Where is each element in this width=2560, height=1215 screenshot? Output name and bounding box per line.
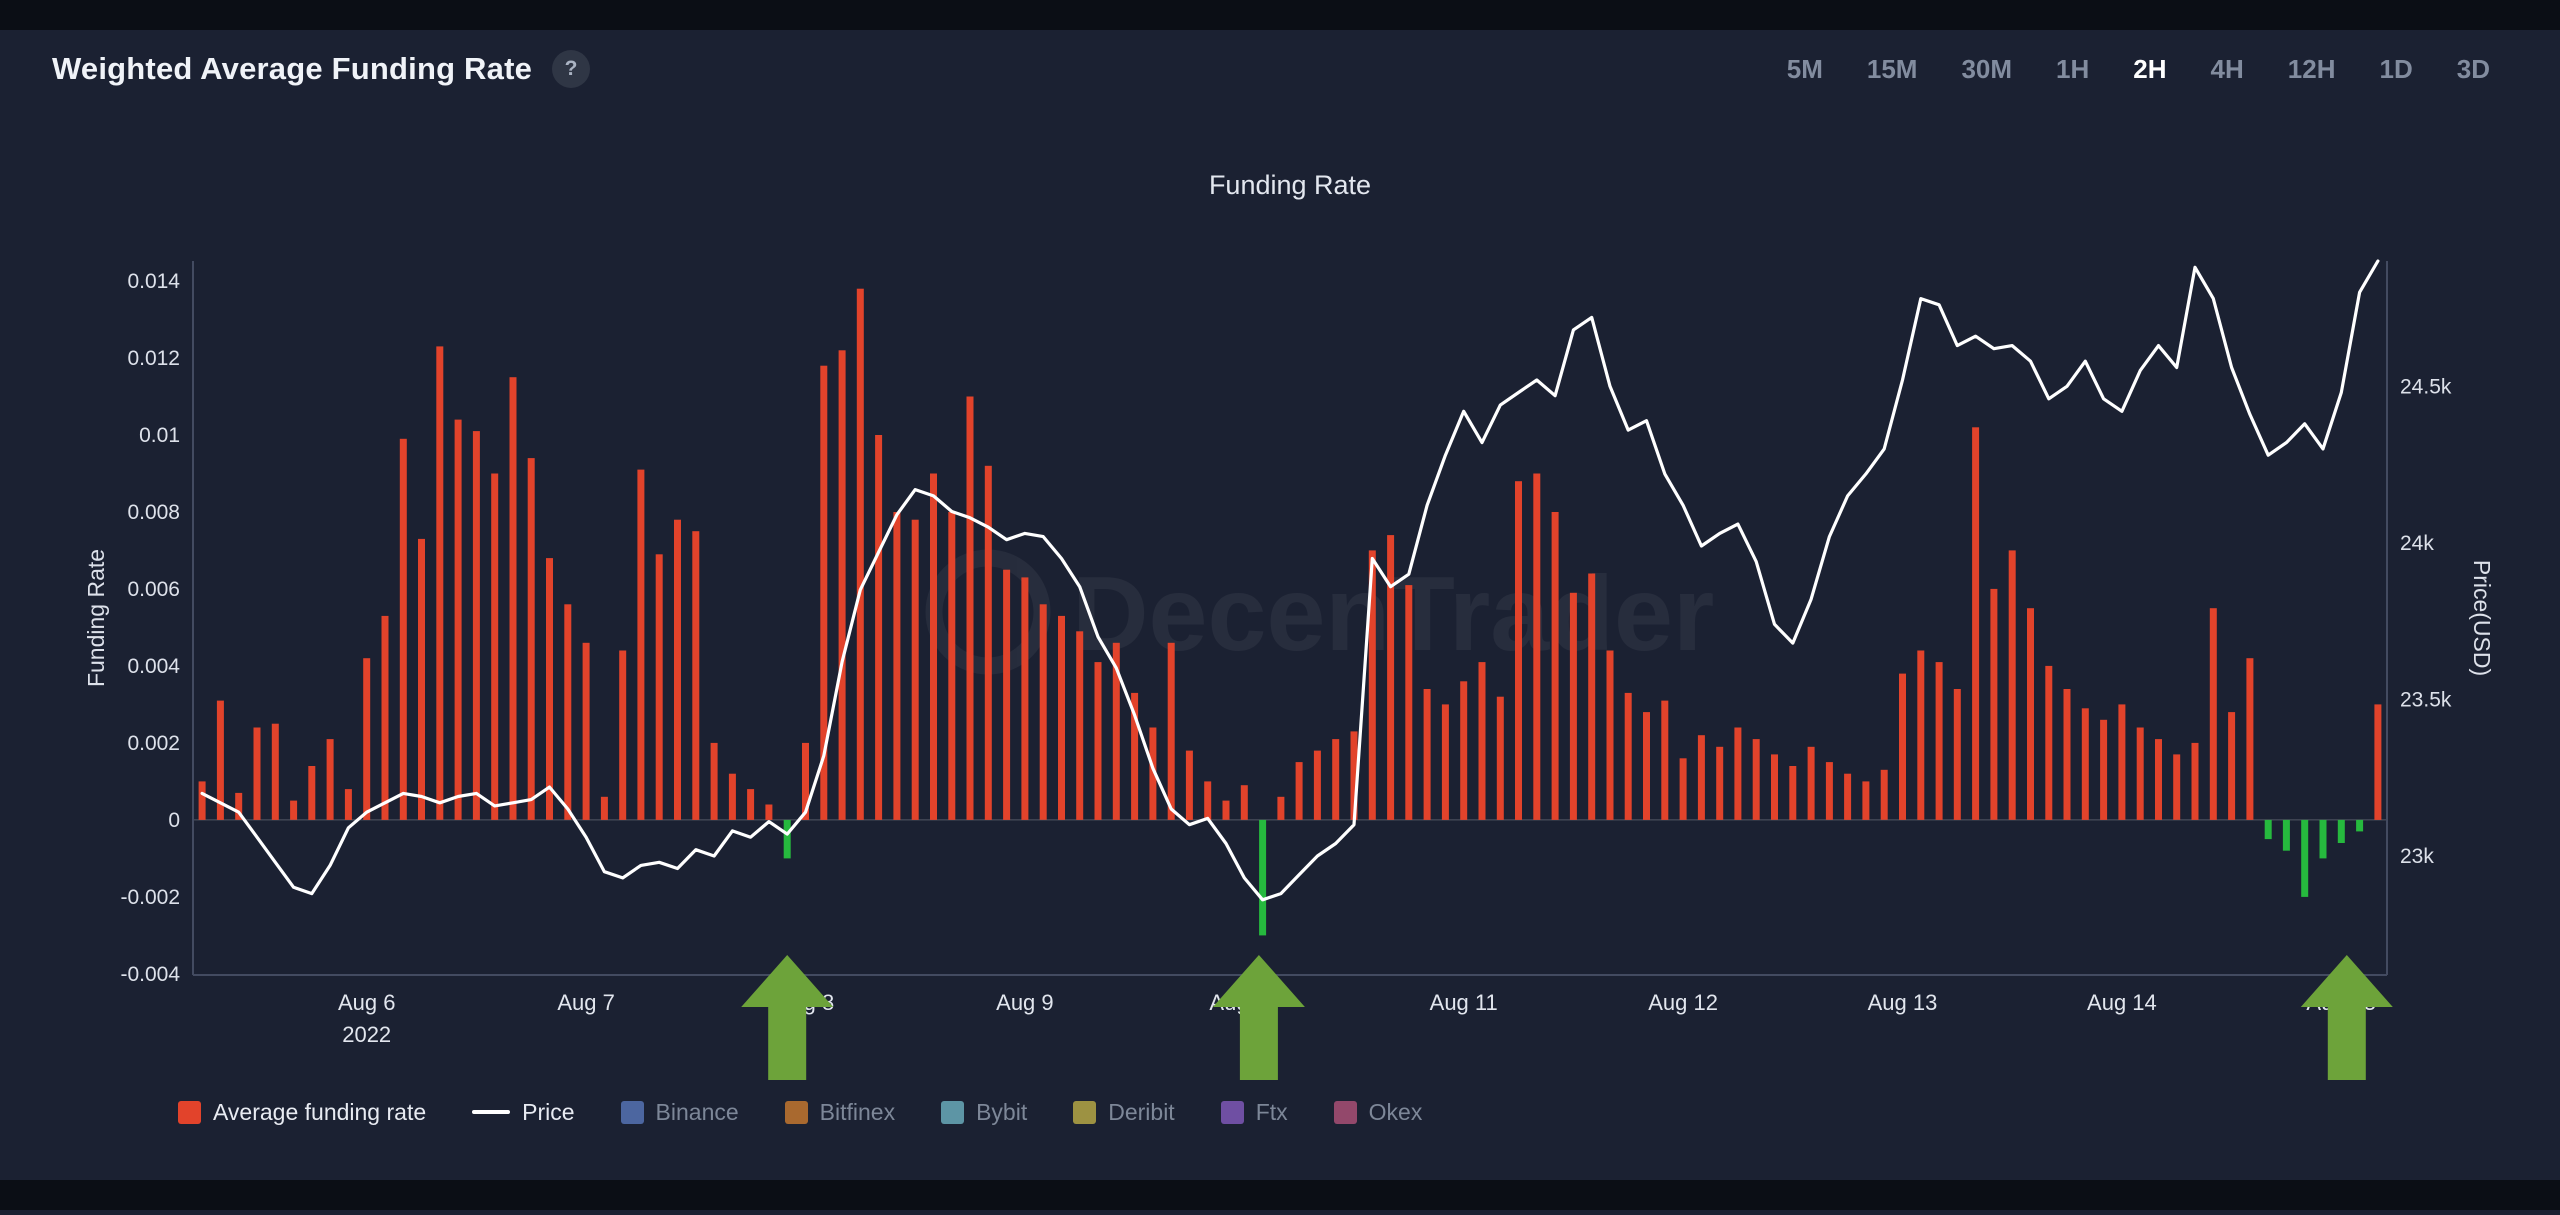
chart-title: Funding Rate bbox=[1208, 170, 1372, 200]
up-arrow-icon bbox=[2300, 955, 2393, 1080]
timeframe-1h[interactable]: 1H bbox=[2056, 53, 2090, 84]
series-color-swatch bbox=[178, 1100, 201, 1124]
timeframe-4h[interactable]: 4H bbox=[2210, 53, 2244, 84]
left-axis-title: Funding Rate bbox=[83, 549, 109, 687]
svg-text:0.004: 0.004 bbox=[127, 655, 180, 678]
svg-text:0.002: 0.002 bbox=[127, 732, 180, 755]
legend-label: Bitfinex bbox=[819, 1098, 896, 1125]
svg-text:Aug 9: Aug 9 bbox=[996, 990, 1054, 1015]
series-color-swatch bbox=[1333, 1100, 1357, 1124]
svg-text:2022: 2022 bbox=[342, 1022, 391, 1047]
legend-item-deribit[interactable]: Deribit bbox=[1073, 1098, 1175, 1126]
legend-item-bybit[interactable]: Bybit bbox=[941, 1099, 1027, 1126]
up-arrow-icon bbox=[741, 955, 834, 1080]
watermark: DecenTrader bbox=[925, 549, 1714, 675]
legend-item-ftx[interactable]: Ftx bbox=[1220, 1098, 1288, 1126]
svg-text:Aug 12: Aug 12 bbox=[1648, 990, 1718, 1015]
legend-label: Deribit bbox=[1108, 1098, 1175, 1125]
svg-text:23.5k: 23.5k bbox=[2400, 688, 2452, 711]
legend-item-binance[interactable]: Binance bbox=[620, 1098, 739, 1126]
signal-arrows bbox=[741, 955, 2393, 1080]
price-line-swatch bbox=[472, 1110, 511, 1114]
right-axis-ticks: 24.5k 24k 23.5k 23k bbox=[2400, 375, 2452, 868]
up-arrow-icon bbox=[1212, 955, 1305, 1080]
svg-text:0.006: 0.006 bbox=[127, 578, 180, 601]
svg-text:24.5k: 24.5k bbox=[2400, 375, 2452, 398]
bottom-bar bbox=[0, 1180, 2560, 1210]
axis-lines bbox=[192, 261, 2388, 976]
svg-text:0.012: 0.012 bbox=[127, 347, 180, 370]
timeframe-1d[interactable]: 1D bbox=[2379, 53, 2413, 84]
right-axis-title: Price(USD) bbox=[2469, 560, 2495, 676]
svg-text:0.01: 0.01 bbox=[139, 424, 180, 447]
svg-text:0: 0 bbox=[168, 809, 180, 832]
svg-text:-0.002: -0.002 bbox=[120, 886, 180, 909]
legend-item-price[interactable]: Price bbox=[472, 1098, 575, 1126]
price-line bbox=[200, 259, 2380, 902]
timeframe-12h[interactable]: 12H bbox=[2287, 53, 2336, 84]
svg-text:-0.004: -0.004 bbox=[120, 963, 180, 986]
chart-legend: Average funding rate Price Binance Bitfinex… bbox=[178, 1092, 1422, 1132]
chart-header: Weighted Average Funding Rate ? 5M 15M 30M… bbox=[0, 30, 2560, 108]
svg-text:0.014: 0.014 bbox=[127, 270, 180, 293]
title-group: Weighted Average Funding Rate ? bbox=[52, 50, 591, 88]
legend-item-bitfinex[interactable]: Bitfinex bbox=[784, 1098, 896, 1126]
series-color-swatch bbox=[1073, 1100, 1097, 1124]
svg-text:24k: 24k bbox=[2400, 532, 2434, 555]
series-color-swatch bbox=[620, 1100, 644, 1124]
svg-text:Aug 13: Aug 13 bbox=[1868, 990, 1938, 1015]
legend-label: Average funding rate bbox=[213, 1098, 427, 1125]
svg-text:Aug 6: Aug 6 bbox=[338, 990, 396, 1015]
legend-label: Bybit bbox=[976, 1098, 1028, 1125]
legend-item-average-funding-rate[interactable]: Average funding rate bbox=[178, 1099, 426, 1126]
timeframe-2h[interactable]: 2H bbox=[2133, 53, 2167, 84]
legend-label: Price bbox=[522, 1098, 575, 1125]
legend-label: Binance bbox=[655, 1098, 739, 1125]
legend-label: Ftx bbox=[1255, 1098, 1288, 1125]
help-icon[interactable]: ? bbox=[552, 50, 591, 88]
top-bar bbox=[0, 0, 2560, 30]
timeframe-5m[interactable]: 5M bbox=[1786, 53, 1823, 84]
legend-label: Okex bbox=[1368, 1098, 1423, 1125]
svg-text:Aug 11: Aug 11 bbox=[1430, 990, 1498, 1015]
series-color-swatch bbox=[941, 1100, 965, 1124]
page-title: Weighted Average Funding Rate bbox=[52, 51, 533, 86]
svg-text:23k: 23k bbox=[2400, 845, 2434, 868]
svg-text:0.008: 0.008 bbox=[127, 501, 180, 524]
series-color-swatch bbox=[1220, 1100, 1244, 1124]
funding-bars bbox=[198, 288, 2382, 936]
legend-item-okex[interactable]: Okex bbox=[1333, 1098, 1423, 1126]
timeframe-15m[interactable]: 15M bbox=[1866, 53, 1918, 84]
series-color-swatch bbox=[784, 1100, 808, 1124]
svg-text:Aug 7: Aug 7 bbox=[557, 990, 615, 1015]
left-axis-ticks: 0.014 0.012 0.01 0.008 0.006 0.004 0.002 0 -0.00… bbox=[120, 270, 180, 986]
timeframe-30m[interactable]: 30M bbox=[1961, 53, 2013, 84]
timeframe-selector: 5M 15M 30M 1H 2H 4H 12H 1D 3D bbox=[1787, 54, 2490, 85]
timeframe-3d[interactable]: 3D bbox=[2456, 53, 2490, 84]
svg-text:Aug 14: Aug 14 bbox=[2087, 990, 2157, 1015]
